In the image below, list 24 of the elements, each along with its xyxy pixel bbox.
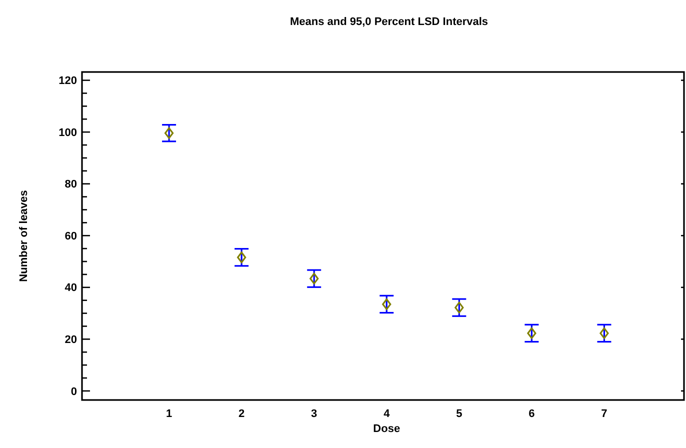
y-tick-label: 40 [64, 282, 77, 294]
x-axis-title: Dose [373, 423, 400, 435]
y-tick-label: 60 [64, 230, 77, 242]
x-tick-label: 5 [456, 408, 462, 420]
y-tick-label: 20 [64, 334, 77, 346]
x-tick-label: 4 [384, 408, 391, 420]
point [527, 327, 536, 340]
x-tick-label: 1 [166, 408, 172, 420]
point [310, 272, 319, 284]
y-tick-label: 100 [58, 126, 77, 139]
point [237, 252, 246, 264]
y-tick-label: 0 [70, 386, 77, 398]
x-tick-label: 2 [238, 408, 245, 420]
point [382, 298, 392, 310]
chart-title: Means and 95,0 Percent LSD Intervals [290, 16, 488, 28]
y-tick-label: 80 [64, 178, 77, 191]
x-tick-label: 3 [311, 408, 318, 420]
point [454, 302, 464, 314]
point [600, 327, 609, 340]
y-tick-label: 120 [58, 75, 77, 88]
point [164, 127, 174, 139]
y-axis-title: Number of leaves [18, 190, 30, 282]
x-tick-label: 6 [528, 408, 535, 420]
x-tick-label: 7 [601, 408, 608, 420]
